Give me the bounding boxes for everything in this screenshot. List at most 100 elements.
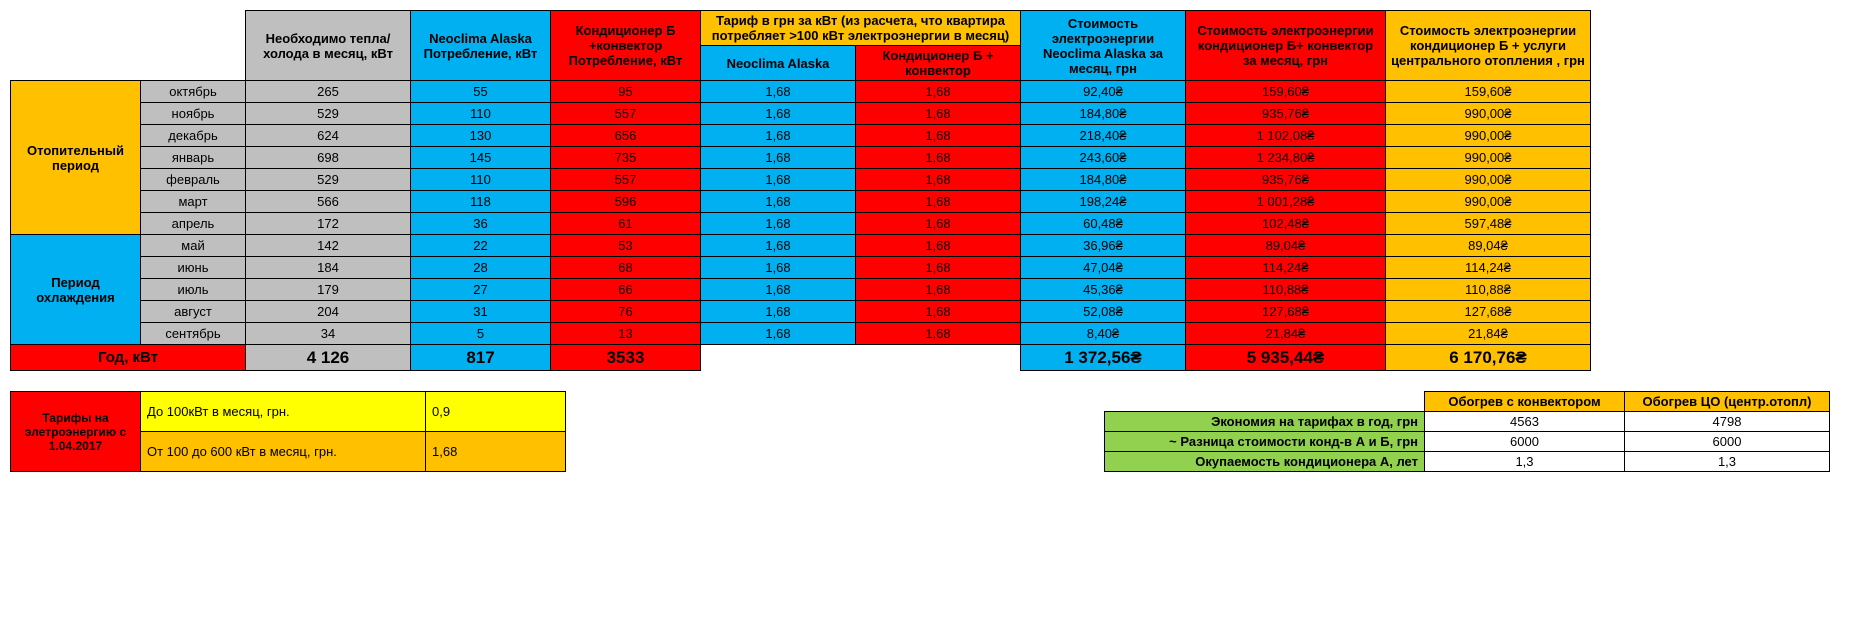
cell: 1 102,08₴ xyxy=(1186,125,1386,147)
month-mar: март xyxy=(141,191,246,213)
cell: 1,68 xyxy=(701,125,856,147)
tariff-row2-val: 1,68 xyxy=(426,432,566,472)
cell: 935,76₴ xyxy=(1186,103,1386,125)
hdr-cond-b: Кондиционер Б +конвектор Потребление, кВ… xyxy=(551,11,701,81)
cell: 102,48₴ xyxy=(1186,213,1386,235)
cell: 110,88₴ xyxy=(1186,279,1386,301)
summary-row1-v2: 4798 xyxy=(1625,412,1830,432)
cell: 47,04₴ xyxy=(1021,257,1186,279)
cell: 1,68 xyxy=(701,147,856,169)
cell: 1 001,28₴ xyxy=(1186,191,1386,213)
summary-row3-v1: 1,3 xyxy=(1425,452,1625,472)
cell: 66 xyxy=(551,279,701,301)
cell: 566 xyxy=(246,191,411,213)
summary-col2: Обогрев ЦО (центр.отопл) xyxy=(1625,392,1830,412)
cell: 735 xyxy=(551,147,701,169)
period-heating: Отопительный период xyxy=(11,81,141,235)
tariff-row2-label: От 100 до 600 кВт в месяц, грн. xyxy=(141,432,426,472)
cell: 55 xyxy=(411,81,551,103)
cell: 8,40₴ xyxy=(1021,323,1186,345)
cell: 935,76₴ xyxy=(1186,169,1386,191)
cell: 110 xyxy=(411,103,551,125)
cell: 95 xyxy=(551,81,701,103)
cell: 45,36₴ xyxy=(1021,279,1186,301)
cell: 179 xyxy=(246,279,411,301)
cell: 557 xyxy=(551,169,701,191)
cell: 13 xyxy=(551,323,701,345)
cell: 110,88₴ xyxy=(1386,279,1591,301)
cell: 36 xyxy=(411,213,551,235)
cell: 265 xyxy=(246,81,411,103)
total-cc: 5 935,44₴ xyxy=(1186,345,1386,371)
cell: 990,00₴ xyxy=(1386,125,1591,147)
cell: 52,08₴ xyxy=(1021,301,1186,323)
total-heat: 4 126 xyxy=(246,345,411,371)
cell: 159,60₴ xyxy=(1186,81,1386,103)
main-comparison-table: Необходимо тепла/холода в месяц, кВт Neo… xyxy=(10,10,1591,371)
cell: 53 xyxy=(551,235,701,257)
total-cb: 3533 xyxy=(551,345,701,371)
cell: 990,00₴ xyxy=(1386,191,1591,213)
cell: 1,68 xyxy=(856,81,1021,103)
total-cn: 1 372,56₴ xyxy=(1021,345,1186,371)
cell: 22 xyxy=(411,235,551,257)
hdr-tariff-neoclima: Neoclima Alaska xyxy=(701,46,856,81)
cell: 92,40₴ xyxy=(1021,81,1186,103)
cell: 1,68 xyxy=(701,169,856,191)
cell: 110 xyxy=(411,169,551,191)
cell: 184,80₴ xyxy=(1021,169,1186,191)
cell: 28 xyxy=(411,257,551,279)
summary-row1-v1: 4563 xyxy=(1425,412,1625,432)
cell: 184,80₴ xyxy=(1021,103,1186,125)
cell: 1,68 xyxy=(856,213,1021,235)
cell: 36,96₴ xyxy=(1021,235,1186,257)
cell: 142 xyxy=(246,235,411,257)
cell: 68 xyxy=(551,257,701,279)
month-may: май xyxy=(141,235,246,257)
hdr-tariff-cond-b: Кондиционер Б + конвектор xyxy=(856,46,1021,81)
hdr-tariff-group: Тариф в грн за кВт (из расчета, что квар… xyxy=(701,11,1021,46)
cell: 218,40₴ xyxy=(1021,125,1186,147)
cell: 243,60₴ xyxy=(1021,147,1186,169)
cell: 656 xyxy=(551,125,701,147)
cell: 1,68 xyxy=(856,147,1021,169)
cell: 1,68 xyxy=(856,125,1021,147)
cell: 529 xyxy=(246,169,411,191)
month-jun: июнь xyxy=(141,257,246,279)
cell: 990,00₴ xyxy=(1386,103,1591,125)
summary-col1: Обогрев с конвектором xyxy=(1425,392,1625,412)
cell: 1,68 xyxy=(701,81,856,103)
month-sep: сентябрь xyxy=(141,323,246,345)
cell: 1,68 xyxy=(701,257,856,279)
cell: 198,24₴ xyxy=(1021,191,1186,213)
cell: 204 xyxy=(246,301,411,323)
cell: 1,68 xyxy=(701,103,856,125)
cell: 1,68 xyxy=(701,235,856,257)
cell: 1 234,80₴ xyxy=(1186,147,1386,169)
tariff-table: Тарифы на элетроэнергию с 1.04.2017 До 1… xyxy=(10,391,566,472)
month-jan: январь xyxy=(141,147,246,169)
cell: 127,68₴ xyxy=(1386,301,1591,323)
cell: 529 xyxy=(246,103,411,125)
cell: 21,84₴ xyxy=(1186,323,1386,345)
cell: 172 xyxy=(246,213,411,235)
cell: 89,04₴ xyxy=(1186,235,1386,257)
month-feb: февраль xyxy=(141,169,246,191)
month-oct: октябрь xyxy=(141,81,246,103)
tariff-row1-label: До 100кВт в месяц, грн. xyxy=(141,392,426,432)
cell: 1,68 xyxy=(856,323,1021,345)
summary-row2-v2: 6000 xyxy=(1625,432,1830,452)
cell: 145 xyxy=(411,147,551,169)
cell: 990,00₴ xyxy=(1386,147,1591,169)
cell: 76 xyxy=(551,301,701,323)
cell: 61 xyxy=(551,213,701,235)
cell: 34 xyxy=(246,323,411,345)
cell: 557 xyxy=(551,103,701,125)
cell: 1,68 xyxy=(701,213,856,235)
month-jul: июль xyxy=(141,279,246,301)
cell: 624 xyxy=(246,125,411,147)
hdr-neoclima: Neoclima Alaska Потребление, кВт xyxy=(411,11,551,81)
hdr-cost-neoclima: Стоимость электроэнергии Neoclima Alaska… xyxy=(1021,11,1186,81)
hdr-heat-cold: Необходимо тепла/холода в месяц, кВт xyxy=(246,11,411,81)
tariff-row1-val: 0,9 xyxy=(426,392,566,432)
